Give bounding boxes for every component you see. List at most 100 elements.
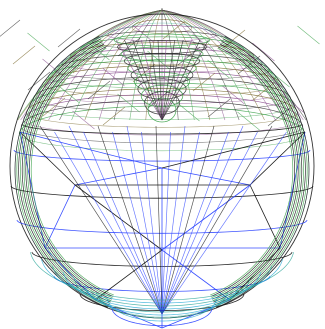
upper-triangle-edge <box>222 29 246 49</box>
lower-spoke <box>161 131 258 315</box>
funnel-ring <box>147 97 177 123</box>
upper-triangle-edge <box>12 45 36 65</box>
lower-spoke <box>155 125 163 315</box>
funnel-ring <box>116 40 207 54</box>
left-band-arc <box>29 46 114 297</box>
funnel-spoke <box>149 39 163 121</box>
upper-triangle-edge <box>207 59 230 79</box>
lower-spoke <box>83 131 163 315</box>
lower-spoke <box>161 131 287 315</box>
lower-spoke <box>161 131 229 315</box>
upper-triangle-edge <box>72 110 95 130</box>
upper-triangle-edge <box>42 97 66 117</box>
funnel-spoke <box>132 39 163 121</box>
upper-latitude-arc <box>26 112 298 128</box>
lower-spoke <box>54 131 163 315</box>
funnel-ring <box>127 59 197 77</box>
lower-spoke <box>161 125 273 315</box>
left-band-arc <box>18 38 110 306</box>
inner-funnel-mesh <box>113 33 211 123</box>
funnel-spoke <box>157 39 163 121</box>
upper-triangle-edge <box>207 98 231 118</box>
lower-spoke <box>97 125 163 315</box>
bottom-seam <box>30 252 294 322</box>
bottom-seam-arc <box>62 272 262 310</box>
funnel-ring <box>134 72 190 92</box>
upper-triangle-edge <box>267 68 290 88</box>
bottom-seam-arc <box>84 285 240 316</box>
left-band-arc <box>30 47 114 296</box>
upper-triangle-edge <box>102 67 125 87</box>
lower-frame-edge <box>161 131 306 169</box>
left-band-arc <box>27 45 113 299</box>
right-band-arc <box>214 38 306 306</box>
upper-latitude-arc <box>20 126 304 144</box>
upper-triangle-edge <box>177 102 200 122</box>
lower-spoke <box>126 125 163 315</box>
lower-latitude-arc <box>13 149 311 162</box>
left-band-arc <box>16 37 109 307</box>
upper-triangle-edge <box>252 81 276 101</box>
left-band-arc <box>21 41 111 303</box>
lower-frame-edge <box>74 184 163 251</box>
right-band-arc <box>212 42 301 301</box>
funnel-spoke <box>161 39 167 121</box>
lower-spoke <box>161 125 244 315</box>
upper-triangle-edge <box>132 63 156 83</box>
upper-triangle-edge <box>252 42 275 62</box>
upper-triangle-edge <box>72 54 96 74</box>
left-band-arc <box>14 35 109 308</box>
bottom-seam-arc <box>95 292 229 319</box>
funnel-spoke <box>161 39 184 121</box>
right-band-arc <box>211 45 297 299</box>
upper-triangle-edge <box>102 106 126 126</box>
side-bands <box>14 35 310 308</box>
bottom-seam-arc <box>52 265 272 307</box>
funnel-spoke <box>140 39 163 121</box>
right-band-arc <box>213 41 303 303</box>
upper-triangle-edge <box>237 111 260 131</box>
left-band-arc <box>25 43 112 300</box>
lower-frame-edge <box>161 167 251 186</box>
bottom-seam-arc <box>41 258 283 304</box>
funnel-ring <box>144 91 180 115</box>
funnel-spoke <box>161 39 176 121</box>
upper-triangle-edge <box>132 24 155 44</box>
funnel-spoke <box>115 39 163 121</box>
lower-spoke <box>68 125 163 315</box>
upper-triangle-edge <box>57 84 80 104</box>
upper-triangle-edge <box>117 93 140 113</box>
lower-spoke <box>161 131 200 315</box>
lower-spoke <box>39 125 163 315</box>
upper-triangle-edge <box>192 72 216 92</box>
funnel-spoke <box>124 39 163 121</box>
lower-frame-edge <box>161 184 251 251</box>
funnel-spoke <box>161 39 209 121</box>
upper-triangle-edge <box>162 20 186 40</box>
upper-triangle-edge <box>27 71 51 91</box>
upper-triangle-edge <box>0 19 21 37</box>
funnel-ring <box>120 46 204 62</box>
funnel-ring <box>113 33 211 47</box>
upper-triangle-edge <box>267 107 291 127</box>
bottom-seam-arc <box>73 278 251 313</box>
outer-outline <box>9 13 315 319</box>
funnel-spoke <box>161 39 192 121</box>
upper-triangle-edge <box>297 25 320 45</box>
lower-spoke <box>112 131 163 315</box>
lower-latitude-arc <box>21 123 303 135</box>
bottom-seam-arc <box>106 298 218 322</box>
upper-triangle-edge <box>27 32 50 52</box>
lower-spoke <box>141 131 163 315</box>
funnel-ring <box>137 78 187 100</box>
funnel-ring <box>140 84 184 108</box>
lower-frame-edge <box>249 131 306 186</box>
upper-triangle-edge <box>57 28 81 48</box>
right-band-arc <box>210 47 294 296</box>
lower-frame-edge <box>44 184 76 249</box>
funnel-ring <box>130 65 194 85</box>
right-band-arc <box>212 43 299 300</box>
lower-spoke <box>161 125 215 315</box>
